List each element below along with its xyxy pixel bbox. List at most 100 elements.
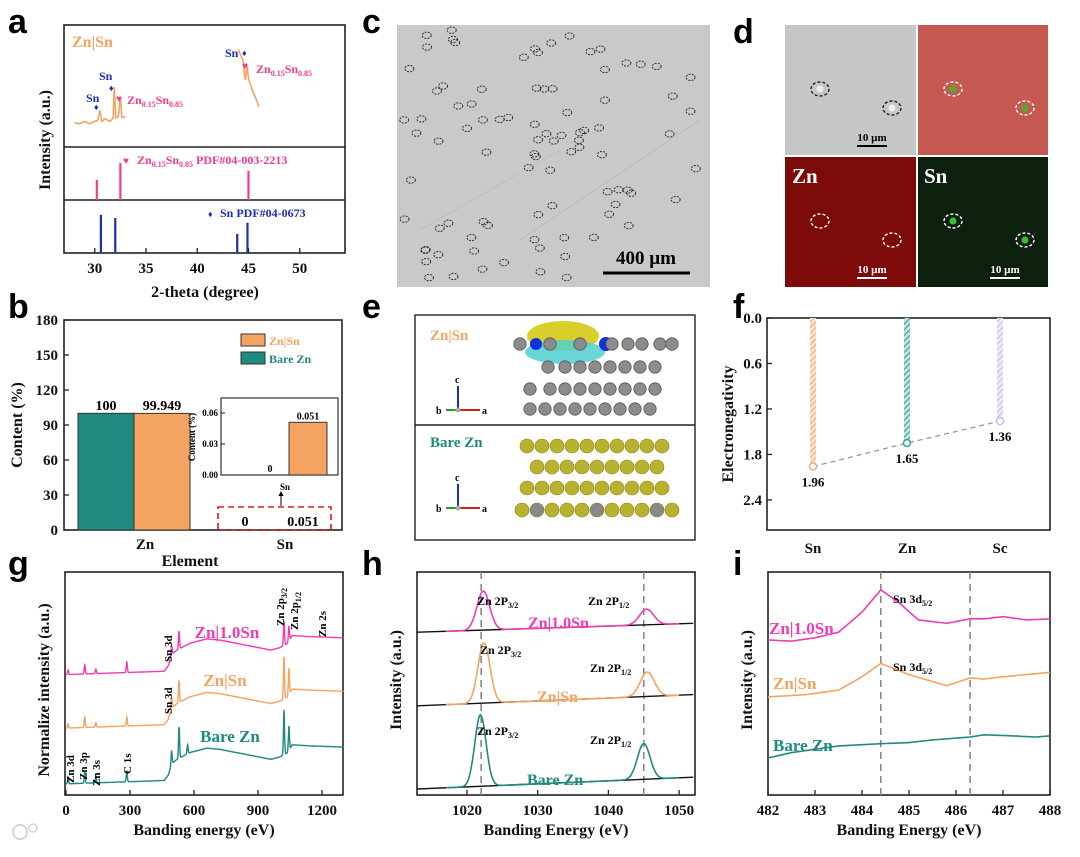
series-label: Zn|Sn	[203, 671, 247, 690]
inset-y-axis-label: Content (%)	[187, 413, 197, 461]
zn-atom	[543, 382, 557, 396]
zn2p-y-axis-label: Intensity (a.u.)	[388, 630, 405, 730]
sem-background	[397, 25, 710, 287]
series-label: Zn|1.0Sn	[195, 623, 260, 642]
sn-particle-marker	[438, 82, 449, 90]
particle-highlight-circle	[882, 100, 902, 116]
peak-annotation: Zn 3d	[65, 755, 77, 783]
sn-particle-marker	[469, 247, 480, 255]
sn-particle-marker	[562, 108, 573, 117]
sn-particle-marker	[450, 38, 461, 47]
particle-spot	[1021, 104, 1029, 112]
bar-value-label: 100	[96, 399, 117, 414]
x-tick-label: Sc	[993, 541, 1008, 557]
y-tick-label: 1.2	[743, 402, 762, 418]
particle-spot	[949, 217, 957, 225]
axis-b-label: b	[436, 504, 442, 515]
zn-atom	[635, 337, 649, 351]
zn-atom-isosurface	[589, 459, 605, 475]
survey-y-axis-label: Normalize intensity (a.u.)	[36, 603, 53, 776]
sn3d-spectrum-line	[767, 589, 1051, 642]
x-tick-label: Sn	[277, 537, 294, 553]
data-point	[902, 438, 912, 448]
sn-particle-marker	[573, 136, 584, 144]
sn-particle-marker	[477, 265, 488, 273]
y-tick-label: 180	[36, 313, 59, 329]
sn-particle-marker	[635, 60, 646, 68]
zn-atom-isosurface	[559, 459, 575, 475]
zn-atom-isosurface	[604, 459, 620, 475]
bar-bare-zn	[77, 412, 135, 531]
zn-atom-isosurface	[534, 438, 550, 454]
zn2p-spectrum-line	[445, 590, 680, 633]
sn-particle-marker	[556, 131, 567, 140]
survey-spectrum-line	[65, 620, 344, 676]
sn-particle-marker	[518, 53, 529, 61]
zn-atom-isosurface	[549, 438, 565, 454]
sn-particle-marker	[411, 129, 422, 137]
zn-atom	[603, 382, 617, 396]
peak-annotation: Sn 3d	[163, 635, 175, 662]
zn-atom-isosurface	[544, 459, 560, 475]
zn-atom	[541, 360, 555, 374]
survey-spectrum-line	[66, 709, 344, 785]
sn-particle-marker	[534, 244, 545, 252]
panel-label-a: a	[8, 3, 28, 41]
dft-charge-density: Zn|Sn Bare Zn c a b c a b	[414, 314, 696, 541]
eds-overlay-quadrant	[918, 25, 1048, 155]
sn-particle-marker	[588, 233, 599, 242]
eds-sn-quadrant	[918, 157, 1048, 287]
zn-atom-isosurface	[579, 480, 595, 496]
sn-particle-marker	[477, 116, 488, 124]
sn-particle-marker	[685, 107, 696, 115]
sn-particle-marker	[421, 31, 432, 39]
sn3d-x-axis-label: Banding Energy (eV)	[837, 822, 982, 839]
xrd-chart: 30 35 40 45 50 Zn|Sn Sn ♦ Sn ♦ ♥ Zn0.15Sn0.8…	[37, 24, 346, 301]
x-tick-label: 485	[898, 803, 921, 819]
xrd-pattern-line	[74, 87, 126, 125]
zn-atom-isosurface	[574, 502, 590, 518]
peak-annotation: Zn 2P3/2	[477, 724, 518, 740]
y-tick-label: 120	[36, 383, 59, 399]
sn-particle-marker	[443, 219, 454, 227]
x-tick-label: 40	[190, 261, 205, 277]
peak-annotation: Zn 3p	[78, 752, 90, 780]
y-tick-label: 60	[43, 453, 58, 469]
inset-category-label: Sn	[280, 482, 290, 492]
y-tick-label: 30	[43, 488, 58, 504]
sn-particle-marker	[481, 148, 492, 156]
axis-a-label: a	[482, 406, 487, 417]
peak-annotation: Sn 3d	[163, 687, 175, 714]
xrd-y-axis-label: Intensity (a.u.)	[37, 90, 54, 190]
zn-atom-isosurface	[559, 502, 575, 518]
eds-scale-label: 10 µm	[857, 132, 886, 144]
eds-sem-quadrant	[785, 25, 916, 155]
sn-particle-marker	[664, 130, 675, 138]
sn-particle-marker	[685, 73, 696, 81]
legend-label-zn-sn: Zn|Sn	[269, 334, 300, 348]
sn-particle-marker	[424, 273, 434, 282]
sn-particle-marker	[690, 165, 701, 173]
zn-atom-isosurface	[529, 502, 545, 518]
series-label: Bare Zn	[773, 736, 833, 755]
zn-atom	[513, 337, 527, 351]
x-tick-label: Zn	[136, 537, 155, 553]
peak-annotation: Zn 2P3/2	[480, 643, 521, 659]
x-tick-label: 488	[1039, 803, 1062, 819]
peak-annotation: Sn 3d5/2	[893, 660, 932, 676]
sn-particle-marker	[574, 143, 585, 151]
sn-atom	[530, 338, 542, 350]
zn-atom	[573, 337, 587, 351]
zn-atom-isosurface	[649, 502, 665, 518]
sn-particle-marker	[622, 186, 633, 194]
y-tick-label: 0.6	[743, 356, 762, 372]
sn-particle-marker	[545, 166, 556, 174]
sn-particle-marker	[539, 85, 550, 93]
sn-particle-marker	[613, 186, 624, 194]
sn-particle-marker	[529, 150, 540, 158]
zn-atom	[553, 402, 567, 416]
data-value-label: 1.36	[989, 429, 1012, 444]
zn-atom	[603, 360, 617, 374]
axis-c-label: c	[455, 375, 460, 386]
series-label: Bare Zn	[527, 772, 583, 789]
